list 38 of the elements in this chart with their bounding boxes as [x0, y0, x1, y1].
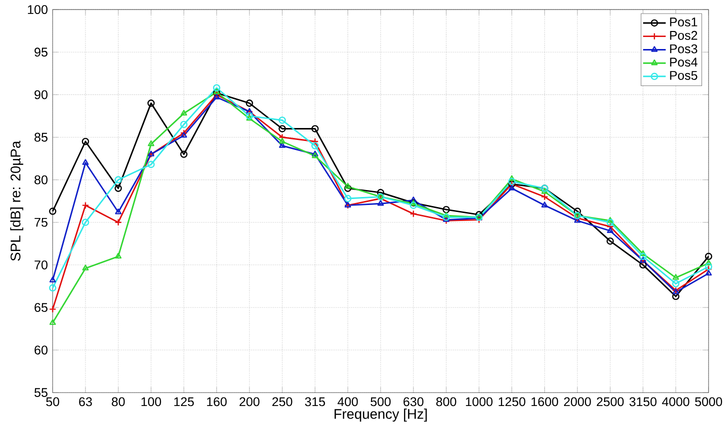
x-tick-label: 80 [112, 397, 125, 406]
x-tick-label: 63 [79, 397, 92, 406]
y-tick-label: 100 [28, 5, 48, 14]
x-tick-label: 1600 [532, 397, 558, 406]
y-tick-label: 55 [34, 388, 48, 397]
x-tick-label: 125 [174, 397, 194, 406]
x-tick-label: 5000 [695, 397, 722, 406]
x-tick-label: 200 [240, 397, 260, 406]
x-tick-label: 500 [370, 397, 391, 406]
x-tick-label: 3150 [629, 397, 656, 406]
y-axis-title: SPL [dB] re: 20µPa [10, 140, 24, 261]
x-tick-label: 400 [338, 397, 358, 406]
x-tick-label: 160 [207, 397, 227, 406]
y-tick-label: 95 [34, 48, 48, 57]
x-tick-label: 4000 [662, 397, 690, 406]
y-tick-label: 75 [34, 218, 48, 227]
x-tick-label: 630 [404, 397, 424, 406]
y-tick-label: 65 [34, 302, 48, 312]
legend-label: Pos5 [670, 71, 698, 80]
x-tick-label: 2000 [564, 397, 591, 406]
x-tick-label: 800 [436, 397, 456, 406]
x-tick-label: 250 [272, 397, 292, 406]
y-tick-label: 85 [34, 132, 48, 142]
legend-label: Pos1 [670, 18, 698, 26]
x-tick-label: 100 [142, 397, 162, 406]
x-tick-label: 315 [305, 397, 326, 406]
y-tick-label: 80 [34, 175, 48, 184]
x-tick-label: 2500 [596, 397, 624, 406]
legend-label: Pos3 [670, 44, 698, 54]
x-tick-label: 1000 [466, 397, 493, 406]
legend-label: Pos2 [670, 30, 698, 40]
y-tick-label: 90 [34, 90, 48, 100]
legend-label: Pos4 [670, 58, 698, 67]
x-tick-label: 50 [46, 397, 60, 406]
y-tick-label: 70 [34, 260, 48, 270]
x-axis-title: Frequency [Hz] [334, 408, 427, 422]
y-tick-label: 60 [34, 346, 48, 354]
x-tick-label: 1250 [498, 397, 526, 406]
